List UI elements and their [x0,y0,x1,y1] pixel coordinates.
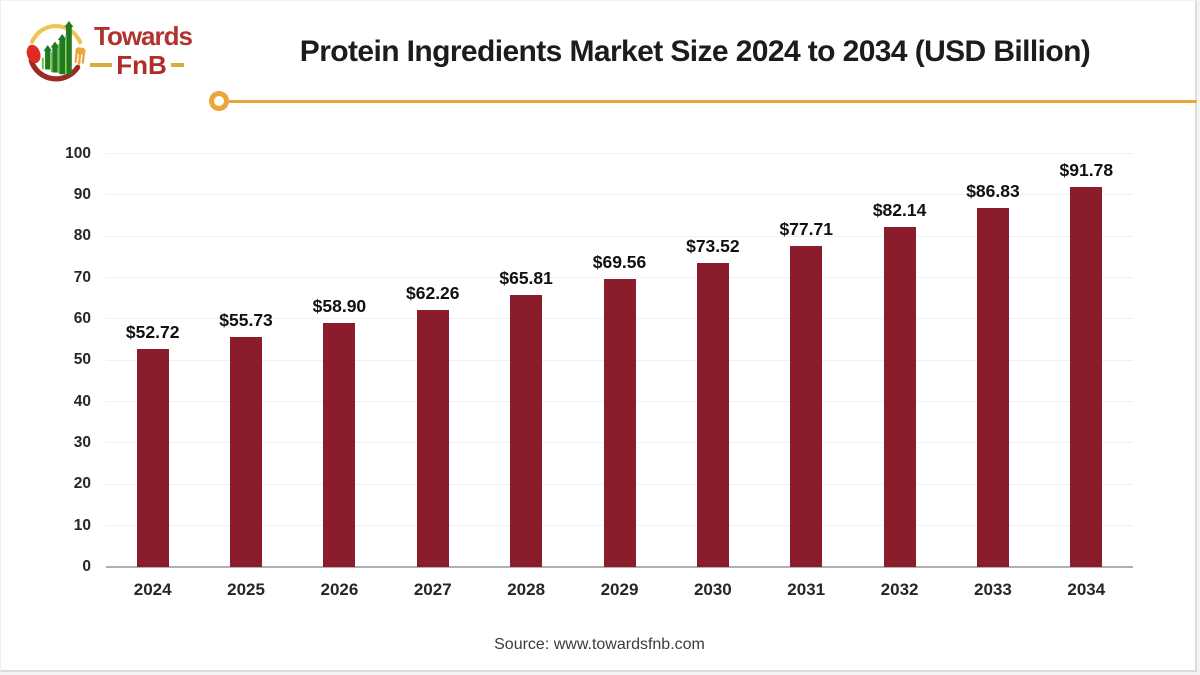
y-axis-label-80: 80 [73,227,91,245]
x-axis-label-2030: 2030 [693,580,732,599]
bar-2026 [323,323,356,567]
brand-dash-left [90,63,113,67]
x-axis-label-2033: 2033 [974,580,1012,599]
y-axis-label-60: 60 [73,309,91,327]
bar-2029 [603,279,636,567]
bar-2032 [883,227,916,567]
bar-2031 [790,245,823,567]
bar-2025 [230,336,263,567]
bar-value-label-2029: $69.56 [592,252,647,273]
y-axis-label-20: 20 [73,475,91,493]
bar-value-label-2031: $77.71 [779,218,833,239]
y-axis-label-100: 100 [65,144,91,162]
x-axis-label-2034: 2034 [1067,580,1106,599]
bar-value-label-2024: $52.72 [125,322,180,342]
y-axis-label-10: 10 [73,516,91,534]
bar-2028 [510,294,543,567]
y-axis-label-0: 0 [82,558,91,575]
y-axis-label-50: 50 [73,351,91,369]
bar-value-label-2030: $73.52 [686,235,740,256]
header-divider-ring-icon [209,91,229,111]
y-axis-label-40: 40 [73,392,91,410]
bar-2024 [136,349,169,567]
chart-title: Protein Ingredients Market Size 2024 to … [299,35,1091,68]
x-axis-label-2027: 2027 [413,580,452,599]
bar-value-label-2025: $55.73 [219,309,273,330]
brand-name-towards: Towards [94,21,193,51]
y-axis-label-70: 70 [73,268,91,286]
bar-value-label-2032: $82.14 [872,200,927,221]
gridline-90 [106,194,1133,196]
gridline-100 [106,153,1133,154]
x-axis-label-2024: 2024 [133,580,172,599]
gridline-80 [106,235,1133,237]
x-axis-label-2031: 2031 [787,580,826,599]
bar-2033 [976,207,1009,567]
gridline-70 [106,277,1133,279]
bar-value-label-2027: $62.26 [406,282,460,303]
brand-emblem-icon [26,21,86,82]
x-axis-label-2026: 2026 [320,580,359,599]
bar-value-label-2033: $86.83 [966,180,1020,201]
bar-2030 [696,262,729,567]
x-axis-label-2029: 2029 [600,580,639,599]
bar-value-label-2028: $65.81 [499,267,553,288]
bar-2034 [1070,187,1103,567]
brand-dash-right [170,63,184,67]
source-note: Source: www.towardsfnb.com [494,636,705,653]
y-axis-label-90: 90 [73,185,91,203]
x-axis-label-2028: 2028 [507,580,546,599]
header-divider-line [228,100,1197,103]
brand-logo: Towards FnB [1,1,211,101]
bar-2027 [416,309,449,567]
bar-value-label-2026: $58.90 [312,296,367,317]
x-axis-line [106,566,1133,568]
x-axis-label-2032: 2032 [880,580,919,599]
x-axis-label-2025: 2025 [227,580,265,599]
y-axis-label-30: 30 [73,433,91,451]
bar-value-label-2034: $91.78 [1059,160,1114,181]
brand-name-fnb: FnB [116,50,167,80]
